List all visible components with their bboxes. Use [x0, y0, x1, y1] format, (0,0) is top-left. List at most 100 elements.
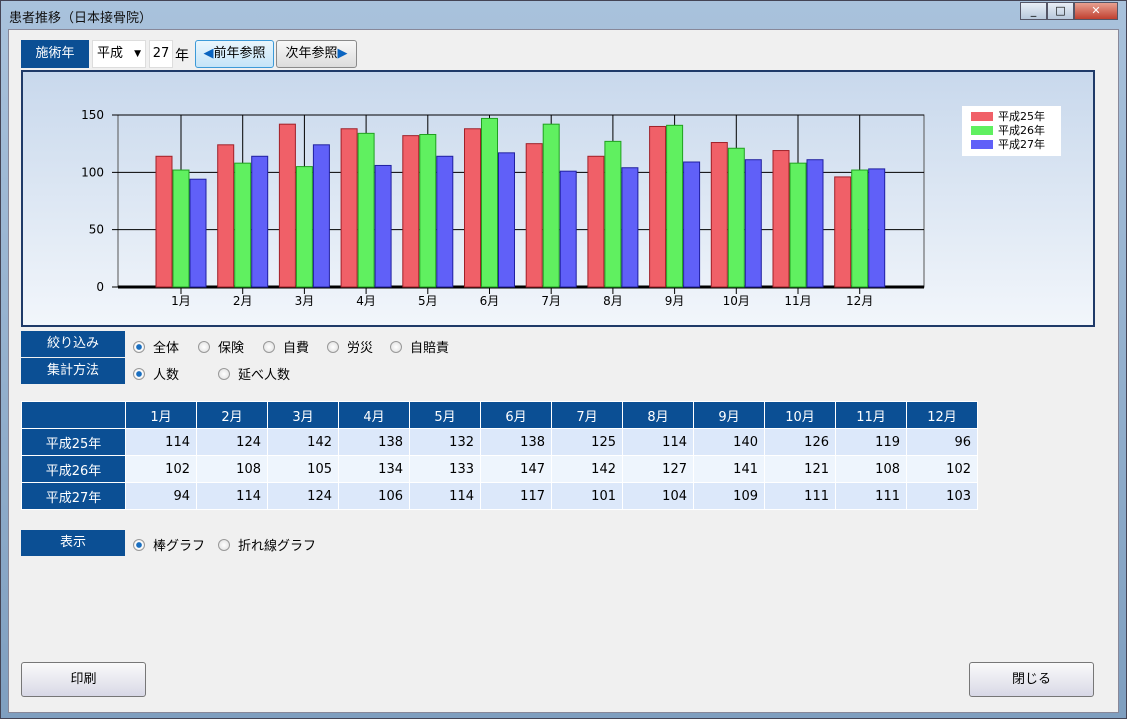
radio-circle-icon [263, 340, 275, 353]
legend-swatch-2 [971, 140, 993, 149]
table-cell: 134 [338, 455, 410, 483]
bar-2-2 [312, 144, 330, 288]
y-tick-label: 50 [89, 223, 104, 237]
x-tick-label: 3月 [295, 294, 315, 308]
column-header: 4月 [338, 401, 410, 429]
table-cell: 108 [196, 455, 268, 483]
bar-2-1 [251, 155, 269, 288]
method-radio-0[interactable]: 人数 [133, 364, 179, 383]
corner-header [21, 401, 126, 429]
table-cell: 108 [835, 455, 907, 483]
column-header: 5月 [409, 401, 481, 429]
radio-label: 労災 [347, 341, 374, 356]
table-cell: 142 [551, 455, 623, 483]
x-tick-label: 11月 [784, 294, 811, 308]
bar-1-0 [172, 169, 190, 288]
table-cell: 101 [551, 482, 623, 510]
next-year-button[interactable]: 次年参照▶ [276, 40, 357, 68]
table-cell: 94 [125, 482, 197, 510]
bar-0-8 [649, 125, 667, 288]
filter-radio-1[interactable]: 保険 [198, 337, 244, 356]
year-input[interactable]: 27 [149, 40, 173, 68]
table-cell: 125 [551, 428, 623, 456]
radio-label: 自費 [283, 341, 310, 356]
x-tick-label: 9月 [665, 294, 685, 308]
legend-swatch-0 [971, 112, 993, 121]
table-cell: 104 [622, 482, 694, 510]
prev-year-button[interactable]: ◀前年参照 [195, 40, 274, 68]
table-cell: 147 [480, 455, 552, 483]
display-radio-0[interactable]: 棒グラフ [133, 535, 205, 554]
radio-label: 全体 [153, 341, 180, 356]
table-cell: 140 [693, 428, 765, 456]
x-tick-label: 4月 [356, 294, 376, 308]
bar-0-0 [155, 155, 173, 288]
radio-circle-icon [198, 340, 210, 353]
legend-swatch-1 [971, 126, 993, 135]
radio-label: 人数 [153, 368, 180, 383]
column-header: 3月 [267, 401, 339, 429]
close-button[interactable]: 閉じる [969, 662, 1094, 697]
column-header: 7月 [551, 401, 623, 429]
radio-label: 自賠責 [410, 341, 450, 356]
bar-0-10 [772, 150, 790, 288]
filter-radio-0[interactable]: 全体 [133, 337, 179, 356]
y-tick-label: 0 [96, 280, 104, 294]
display-label: 表示 [21, 530, 125, 556]
minimize-button[interactable]: _ [1020, 2, 1047, 20]
table-cell: 142 [267, 428, 339, 456]
filter-label: 絞り込み [21, 331, 125, 357]
column-header: 8月 [622, 401, 694, 429]
legend-label-2: 平成27年 [998, 137, 1045, 151]
legend-label-1: 平成26年 [998, 123, 1045, 137]
radio-label: 折れ線グラフ [238, 539, 317, 554]
row-header: 平成25年 [21, 428, 126, 456]
method-radio-1[interactable]: 延べ人数 [218, 364, 290, 383]
print-button[interactable]: 印刷 [21, 662, 146, 697]
y-tick-label: 100 [81, 165, 104, 179]
data-table: 1月 2月 3月 4月 5月 6月 7月 8月 9月 10月 11月 12月 平成25年 114 124 1… [21, 401, 978, 510]
bar-1-2 [295, 166, 313, 288]
table-cell: 133 [409, 455, 481, 483]
bar-1-11 [851, 169, 869, 288]
x-tick-label: 8月 [603, 294, 623, 308]
bar-2-5 [498, 152, 515, 288]
era-select[interactable]: 平成 ▼ [92, 40, 146, 68]
bar-0-3 [340, 128, 358, 288]
x-tick-label: 7月 [541, 294, 561, 308]
table-cell: 141 [693, 455, 765, 483]
table-row: 平成25年 114 124 142 138 132 138 125 114 140 126 119 96 [21, 428, 978, 456]
filter-radio-4[interactable]: 自賠責 [390, 337, 449, 356]
column-header: 2月 [196, 401, 268, 429]
column-header: 9月 [693, 401, 765, 429]
table-cell: 119 [835, 428, 907, 456]
radio-circle-icon [133, 340, 145, 353]
maximize-button[interactable]: □ [1047, 2, 1074, 20]
x-tick-label: 1月 [171, 294, 191, 308]
radio-label: 延べ人数 [238, 368, 291, 383]
table-cell: 102 [906, 455, 978, 483]
legend-label-0: 平成25年 [998, 109, 1045, 123]
x-tick-label: 6月 [480, 294, 500, 308]
bar-chart: 0 50 100 150 1月 2月 3月 4月 5月 6月 7月 8月 9月 10月 11月 12月 平成25… [21, 70, 1095, 327]
table-cell: 117 [480, 482, 552, 510]
bar-0-1 [217, 144, 235, 288]
table-cell: 109 [693, 482, 765, 510]
bar-2-10 [806, 159, 824, 288]
row-header: 平成27年 [21, 482, 126, 510]
bar-1-7 [604, 140, 622, 288]
close-window-button[interactable]: ✕ [1074, 2, 1118, 20]
radio-circle-icon [390, 340, 402, 353]
display-radio-1[interactable]: 折れ線グラフ [218, 535, 316, 554]
filter-radio-2[interactable]: 自費 [263, 337, 309, 356]
radio-circle-icon [327, 340, 339, 353]
bar-2-9 [744, 159, 762, 288]
bar-2-4 [436, 155, 454, 288]
bar-0-5 [464, 128, 481, 288]
table-cell: 114 [622, 428, 694, 456]
radio-label: 棒グラフ [153, 539, 206, 554]
bar-1-9 [727, 147, 745, 288]
filter-radio-3[interactable]: 労災 [327, 337, 373, 356]
column-header: 10月 [764, 401, 836, 429]
x-tick-label: 10月 [723, 294, 750, 308]
